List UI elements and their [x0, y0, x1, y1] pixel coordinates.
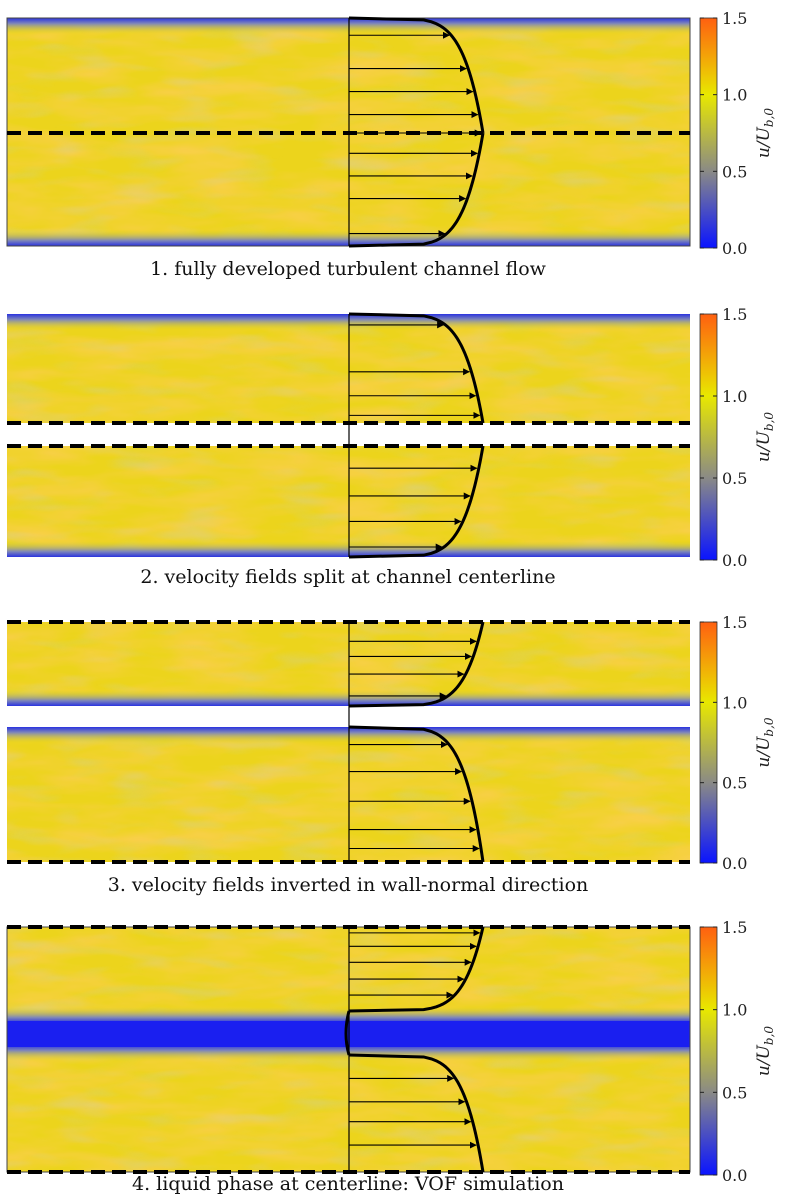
colorbar-tick-label: 1.5: [722, 9, 747, 28]
colorbar-tick-label: 1.0: [722, 86, 747, 105]
colorbar-gradient: [699, 621, 718, 864]
velocity-profile-curve: [348, 725, 485, 863]
colorbar-gradient: [699, 926, 718, 1176]
colorbar-tick-label: 1.5: [722, 918, 747, 937]
panel-3-caption: 3. velocity fields inverted in wall-norm…: [107, 874, 589, 896]
panel-vof: 0.0 0.5 1.0 1.5 u/Ub,0 4. liquid phase at ce…: [0, 913, 793, 1203]
colorbar-tick-label: 1.0: [722, 1001, 747, 1020]
colorbar-tick-label: 1.0: [722, 693, 747, 712]
colorbar-tick-label: 0.0: [722, 854, 747, 873]
panel-1-graphic: 0.0 0.5 1.0 1.5 u/Ub,0: [6, 9, 776, 258]
panel-2-graphic: 0.0 0.5 1.0 1.5 u/Ub,0: [7, 305, 776, 570]
velocity-profile-curve: [348, 16, 485, 134]
colorbar-tick-label: 1.5: [722, 613, 747, 632]
velocity-profile-curve: [348, 445, 485, 559]
colorbar: 0.0 0.5 1.0 1.5 u/Ub,0: [699, 9, 776, 258]
panel-1-caption: 1. fully developed turbulent channel flo…: [150, 258, 546, 280]
panel-3-graphic: 0.0 0.5 1.0 1.5 u/Ub,0: [7, 613, 776, 873]
colorbar-tick-label: 0.5: [722, 774, 747, 793]
colorbar-title: u/Ub,0: [754, 717, 776, 768]
velocity-profile-curve: [348, 132, 485, 248]
panel-split: 0.0 0.5 1.0 1.5 u/Ub,0 2. velocity fields sp…: [0, 298, 793, 588]
velocity-profile-curve: [348, 312, 485, 424]
panel-4-caption: 4. liquid phase at centerline: VOF simul…: [132, 1173, 564, 1195]
velocity-profile: [348, 16, 485, 248]
colorbar-title: u/Ub,0: [754, 108, 776, 159]
panel-fully-developed: 0.0 0.5 1.0 1.5 u/Ub,0 1. fully developed tu…: [0, 0, 793, 290]
velocity-profile: [348, 621, 485, 863]
velocity-profile-curve: [348, 1053, 485, 1173]
colorbar: 0.0 0.5 1.0 1.5 u/Ub,0: [699, 305, 776, 570]
colorbar-tick-label: 0.0: [722, 239, 747, 258]
panel-4-graphic: 0.0 0.5 1.0 1.5 u/Ub,0: [6, 918, 776, 1185]
panel-inverted: 0.0 0.5 1.0 1.5 u/Ub,0 3. velocity fields in…: [0, 608, 793, 898]
colorbar-title: u/Ub,0: [754, 412, 776, 463]
panel-2-caption: 2. velocity fields split at channel cent…: [140, 566, 556, 588]
colorbar-tick-label: 1.5: [722, 305, 747, 324]
colorbar: 0.0 0.5 1.0 1.5 u/Ub,0: [699, 613, 776, 873]
velocity-profile-curve: [348, 621, 485, 708]
colorbar-gradient: [699, 17, 718, 249]
colorbar: 0.0 0.5 1.0 1.5 u/Ub,0: [699, 918, 776, 1185]
colorbar-gradient: [699, 313, 718, 561]
velocity-profile-liquid-segment: [344, 1010, 351, 1056]
colorbar-tick-label: 1.0: [722, 387, 747, 406]
colorbar-tick-label: 0.5: [722, 469, 747, 488]
velocity-profile: [348, 312, 485, 559]
colorbar-tick-label: 0.5: [722, 162, 747, 181]
colorbar-tick-label: 0.0: [722, 1166, 747, 1185]
colorbar-title: u/Ub,0: [754, 1026, 776, 1077]
colorbar-tick-label: 0.0: [722, 551, 747, 570]
colorbar-tick-label: 0.5: [722, 1083, 747, 1102]
